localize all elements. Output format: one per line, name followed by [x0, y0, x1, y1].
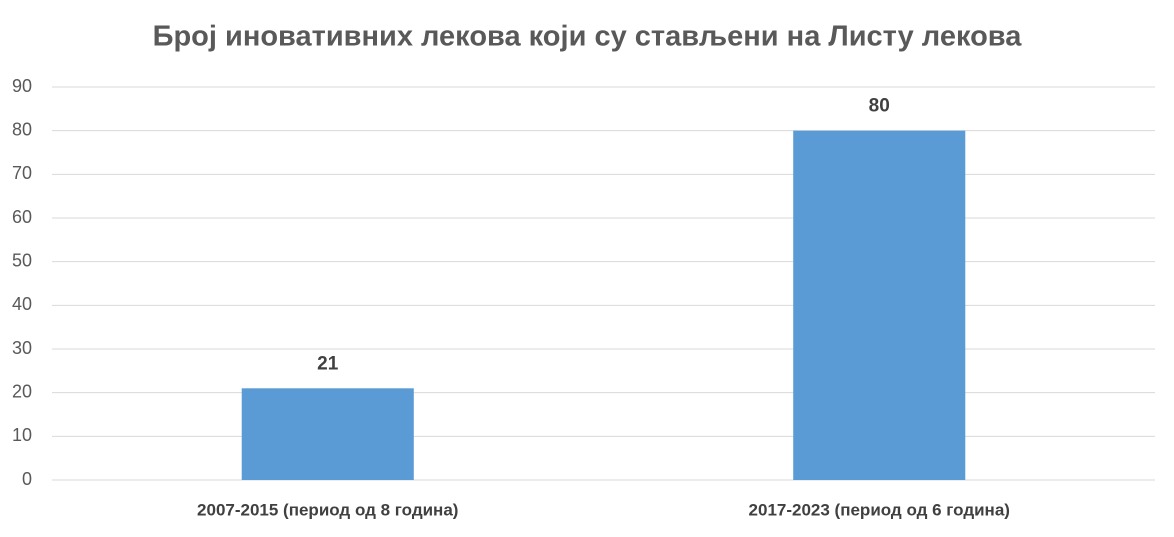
x-tick-label: 2017-2023 (период од 6 година) — [749, 500, 1010, 519]
bar — [241, 388, 414, 480]
y-tick-label: 40 — [12, 294, 32, 314]
y-tick-label: 20 — [12, 381, 32, 401]
data-label: 21 — [317, 353, 339, 374]
y-tick-label: 80 — [12, 119, 32, 139]
y-tick-label: 60 — [12, 207, 32, 227]
bar — [793, 130, 966, 480]
y-tick-label: 50 — [12, 250, 32, 270]
y-tick-label: 30 — [12, 338, 32, 358]
y-tick-label: 10 — [12, 425, 32, 445]
data-label: 80 — [869, 96, 890, 117]
y-tick-label: 70 — [12, 163, 32, 183]
chart-title: Број иновативних лекова који су стављени… — [153, 21, 1023, 53]
y-tick-label: 90 — [12, 76, 32, 96]
y-tick-label: 0 — [22, 469, 32, 489]
x-tick-label: 2007-2015 (период од 8 година) — [197, 500, 458, 519]
